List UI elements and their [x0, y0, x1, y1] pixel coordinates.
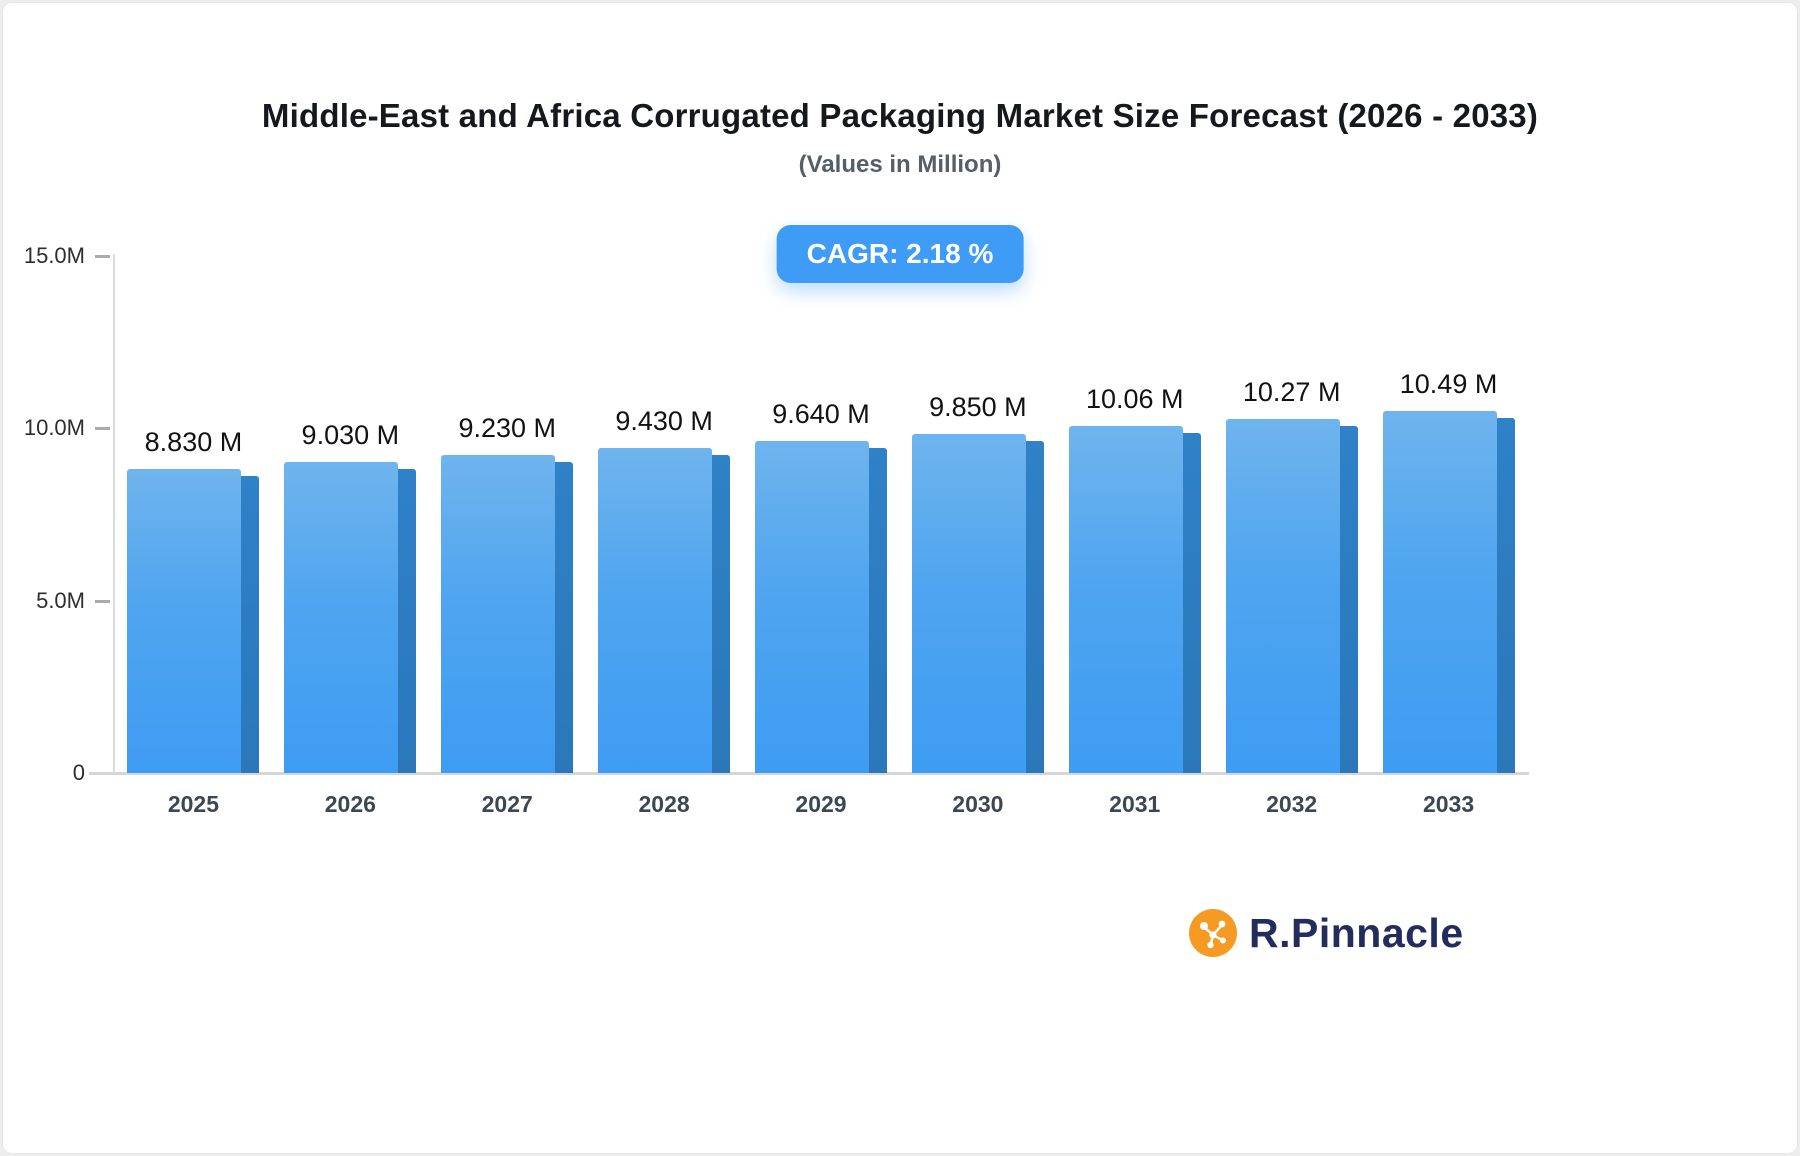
chart-title: Middle-East and Africa Corrugated Packag…	[261, 97, 1539, 134]
bar-2031	[1068, 426, 1201, 773]
x-axis-label-2032: 2032	[1266, 791, 1318, 817]
bar-2033	[1382, 411, 1515, 773]
bar-2026	[284, 461, 417, 773]
bar-value-label-2029: 9.640 M	[772, 398, 870, 429]
bar-2028	[598, 447, 731, 773]
bar-front-face	[441, 454, 556, 773]
bar-value-label-2026: 9.030 M	[301, 419, 400, 450]
x-axis-line	[89, 772, 1529, 775]
bar-front-face	[598, 447, 713, 773]
x-axis-label-2033: 2033	[1422, 791, 1475, 817]
bar-2025	[127, 468, 260, 773]
bar-side-face	[1182, 433, 1201, 773]
y-tick-label-0: 0	[72, 760, 85, 785]
bar-value-label-2030: 9.850 M	[929, 391, 1027, 422]
cagr-badge: CAGR: 2.18 %	[776, 225, 1024, 283]
bar-side-face	[1025, 440, 1044, 773]
y-axis-line	[113, 254, 115, 773]
bar-side-face	[1496, 418, 1515, 773]
bar-side-face	[241, 475, 260, 773]
y-tick-mark	[95, 255, 110, 258]
x-axis-label-2026: 2026	[324, 791, 376, 817]
y-tick-label-10.0M: 10.0M	[23, 415, 85, 441]
bar-front-face	[127, 468, 242, 773]
bar-value-label-2033: 10.49 M	[1399, 369, 1498, 400]
y-tick-label-15.0M: 15.0M	[23, 243, 85, 268]
bar-side-face	[555, 461, 574, 773]
x-axis-label-2028: 2028	[638, 791, 690, 817]
logo-text: R.Pinnacle	[1249, 909, 1464, 956]
bar-side-face	[398, 468, 417, 773]
bar-side-face	[1339, 426, 1358, 773]
bar-value-label-2027: 9.230 M	[458, 412, 556, 443]
bar-front-face	[755, 440, 869, 773]
x-axis-label-2031: 2031	[1109, 791, 1161, 817]
bar-front-face	[1068, 426, 1183, 773]
bar-value-label-2028: 9.430 M	[615, 405, 713, 436]
y-tick-label-5.0M: 5.0M	[36, 587, 85, 613]
bar-side-face	[712, 454, 731, 773]
bar-2027	[441, 454, 574, 773]
x-axis-label-2029: 2029	[795, 791, 847, 817]
bar-side-face	[869, 447, 887, 773]
bar-value-label-2025: 8.830 M	[144, 426, 243, 457]
y-tick-mark	[95, 599, 110, 603]
chart-subtitle: (Values in Million)	[798, 151, 1002, 178]
x-axis-label-2025: 2025	[167, 791, 220, 817]
bar-front-face	[284, 461, 399, 773]
bar-front-face	[1225, 419, 1340, 773]
bar-chart-plot-area: 0 5.0M 10.0M 15.0M 8.830 M 2025 9.030 M 2026 9.2…	[3, 3, 1797, 1153]
x-axis-label-2030: 2030	[952, 791, 1004, 817]
y-tick-mark	[95, 427, 110, 431]
bar-front-face	[1382, 411, 1497, 773]
bar-front-face	[911, 433, 1026, 773]
x-axis-label-2027: 2027	[481, 791, 533, 817]
bar-value-label-2031: 10.06 M	[1085, 384, 1184, 415]
bar-2030	[911, 433, 1044, 773]
bar-2032	[1225, 419, 1358, 773]
bar-value-label-2032: 10.27 M	[1242, 377, 1341, 408]
network-molecule-icon	[1189, 909, 1237, 957]
rpinnacle-logo: R.Pinnacle	[1189, 905, 1464, 961]
bar-2029	[755, 440, 887, 773]
